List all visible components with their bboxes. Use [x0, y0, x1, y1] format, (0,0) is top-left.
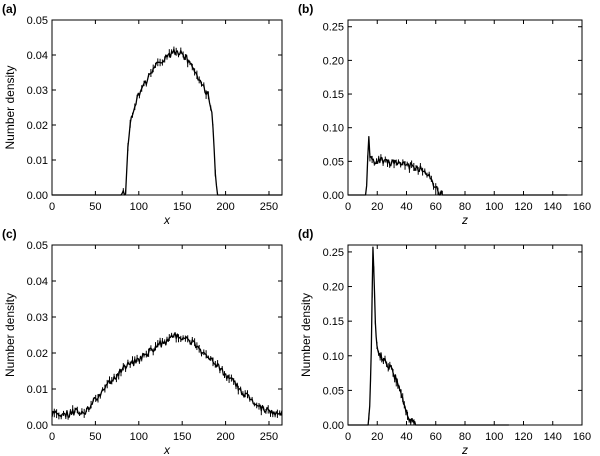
panel-label: (c)	[2, 227, 17, 241]
x-tick-label: 150	[173, 201, 191, 213]
x-tick-label: 80	[459, 201, 471, 213]
x-tick-label: 20	[371, 431, 383, 443]
y-tick-label: 0.01	[27, 384, 48, 396]
plot-frame	[347, 19, 583, 196]
x-tick-label: 0	[345, 201, 351, 213]
y-tick-label: 0.05	[27, 240, 48, 252]
y-tick-label: 0.00	[323, 190, 344, 202]
x-tick-label: 140	[544, 431, 562, 443]
y-axis-label: Number density	[3, 65, 17, 149]
y-axis-label: Number density	[3, 293, 17, 377]
x-tick-label: 200	[216, 431, 234, 443]
x-tick-label: 140	[544, 201, 562, 213]
plot-frame	[51, 19, 283, 196]
panel-label: (d)	[298, 227, 313, 241]
x-tick-label: 100	[485, 201, 503, 213]
x-tick-label: 100	[485, 431, 503, 443]
y-tick-label: 0.05	[323, 385, 344, 397]
x-tick-label: 0	[49, 201, 55, 213]
panel-label: (a)	[2, 2, 17, 16]
x-tick-label: 80	[459, 431, 471, 443]
x-tick-label: 250	[260, 201, 278, 213]
x-axis-label: z	[461, 443, 468, 456]
panel-3: 0 50 100 150 200 250 0.00 0.01 0.02 0.03 0.04 0.05 x…	[2, 227, 283, 456]
x-tick-label: 120	[514, 431, 532, 443]
y-tick-label: 0.03	[27, 312, 48, 324]
panel-1: 0 50 100 150 200 250 0.00 0.01 0.02 0.03 0.04 0.05 x…	[2, 2, 283, 227]
y-tick-label: 0.25	[323, 247, 344, 259]
x-tick-label: 250	[260, 431, 278, 443]
x-tick-label: 200	[216, 201, 234, 213]
x-axis-label: z	[461, 213, 468, 227]
x-tick-label: 160	[573, 201, 591, 213]
y-tick-label: 0.01	[27, 155, 48, 167]
y-tick-label: 0.20	[323, 55, 344, 67]
x-tick-label: 60	[430, 201, 442, 213]
y-tick-label: 0.05	[27, 15, 48, 27]
x-tick-label: 150	[173, 431, 191, 443]
x-tick-label: 0	[345, 431, 351, 443]
plot-frame	[347, 244, 583, 426]
x-tick-label: 60	[430, 431, 442, 443]
y-tick-label: 0.10	[323, 351, 344, 363]
y-tick-label: 0.00	[27, 190, 48, 202]
x-tick-label: 50	[89, 431, 101, 443]
x-tick-label: 50	[89, 201, 101, 213]
x-tick-label: 0	[49, 431, 55, 443]
plot-frame	[51, 244, 283, 426]
panel-2: 0 20 40 60 80 100 120 140 160 0.00 0.05 0.10 0.15 0.2…	[298, 2, 591, 227]
y-tick-label: 0.05	[323, 156, 344, 168]
panel-4: 0 20 40 60 80 100 120 140 160 0.00 0.05 0.10 0.15 0.2…	[298, 227, 591, 456]
y-tick-label: 0.15	[323, 316, 344, 328]
y-tick-label: 0.03	[27, 85, 48, 97]
x-tick-label: 20	[371, 201, 383, 213]
density-line	[348, 135, 568, 196]
y-tick-label: 0.25	[323, 22, 344, 34]
x-tick-label: 100	[130, 201, 148, 213]
density-line	[52, 48, 282, 196]
y-tick-label: 0.00	[27, 420, 48, 432]
x-tick-label: 40	[400, 201, 412, 213]
y-tick-label: 0.04	[27, 276, 48, 288]
y-tick-label: 0.02	[27, 120, 48, 132]
x-tick-label: 40	[400, 431, 412, 443]
y-axis-label: Number density	[299, 293, 313, 377]
x-axis-label: x	[163, 213, 171, 227]
y-tick-label: 0.02	[27, 348, 48, 360]
x-axis-label: x	[163, 443, 171, 456]
y-tick-label: 0.20	[323, 282, 344, 294]
density-line	[51, 332, 283, 418]
density-line	[348, 246, 509, 426]
x-tick-label: 160	[573, 431, 591, 443]
y-tick-label: 0.10	[323, 123, 344, 135]
y-tick-label: 0.15	[323, 89, 344, 101]
panel-label: (b)	[298, 2, 313, 16]
x-tick-label: 120	[514, 201, 532, 213]
x-tick-label: 100	[130, 431, 148, 443]
y-tick-label: 0.04	[27, 50, 48, 62]
y-tick-label: 0.00	[323, 420, 344, 432]
